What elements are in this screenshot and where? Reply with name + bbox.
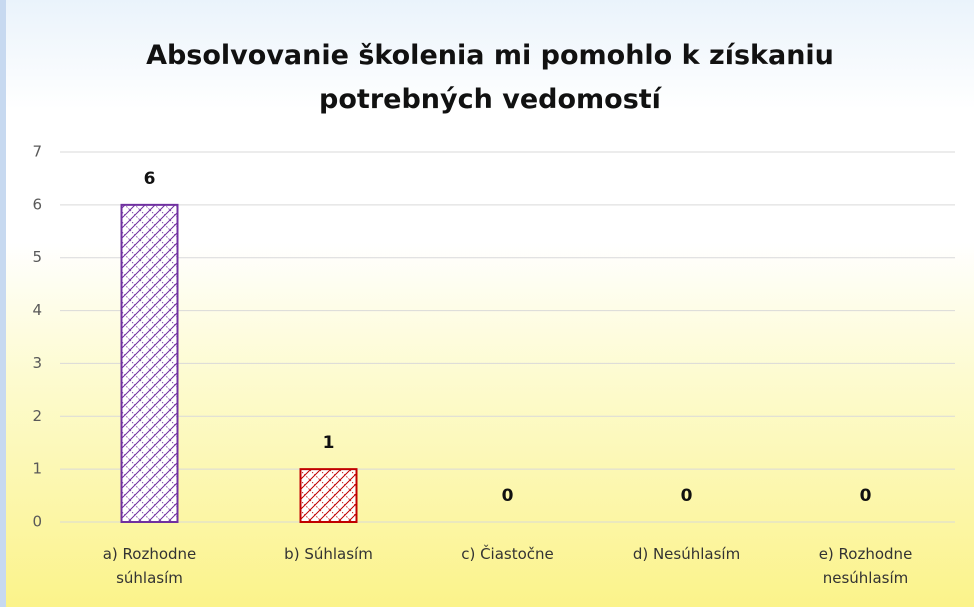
y-tick-label: 2 [32,407,42,425]
y-tick-label: 5 [32,248,42,266]
x-tick-label: a) Rozhodne súhlasím [102,545,197,587]
y-tick-label: 7 [32,143,42,161]
x-tick-label: b) Súhlasím [284,545,373,563]
data-label: 0 [860,486,872,506]
x-tick-label: c) Čiastočne [461,545,554,563]
y-tick-label: 4 [32,301,42,319]
edge-strip [0,0,6,607]
data-label: 1 [323,433,335,453]
data-label: 6 [144,169,156,189]
y-tick-label: 6 [32,195,42,213]
chart-title: Absolvovanie školenia mi pomohlo k získa… [146,40,834,115]
y-tick-label: 3 [32,354,42,372]
x-tick-label: e) Rozhodne nesúhlasím [818,545,913,587]
y-tick-label: 1 [32,460,42,478]
bar [299,468,358,523]
x-tick-label: d) Nesúhlasím [632,545,741,563]
data-label: 0 [502,486,514,506]
bar [120,203,179,523]
data-label: 0 [681,486,693,506]
y-tick-label: 0 [32,513,42,531]
